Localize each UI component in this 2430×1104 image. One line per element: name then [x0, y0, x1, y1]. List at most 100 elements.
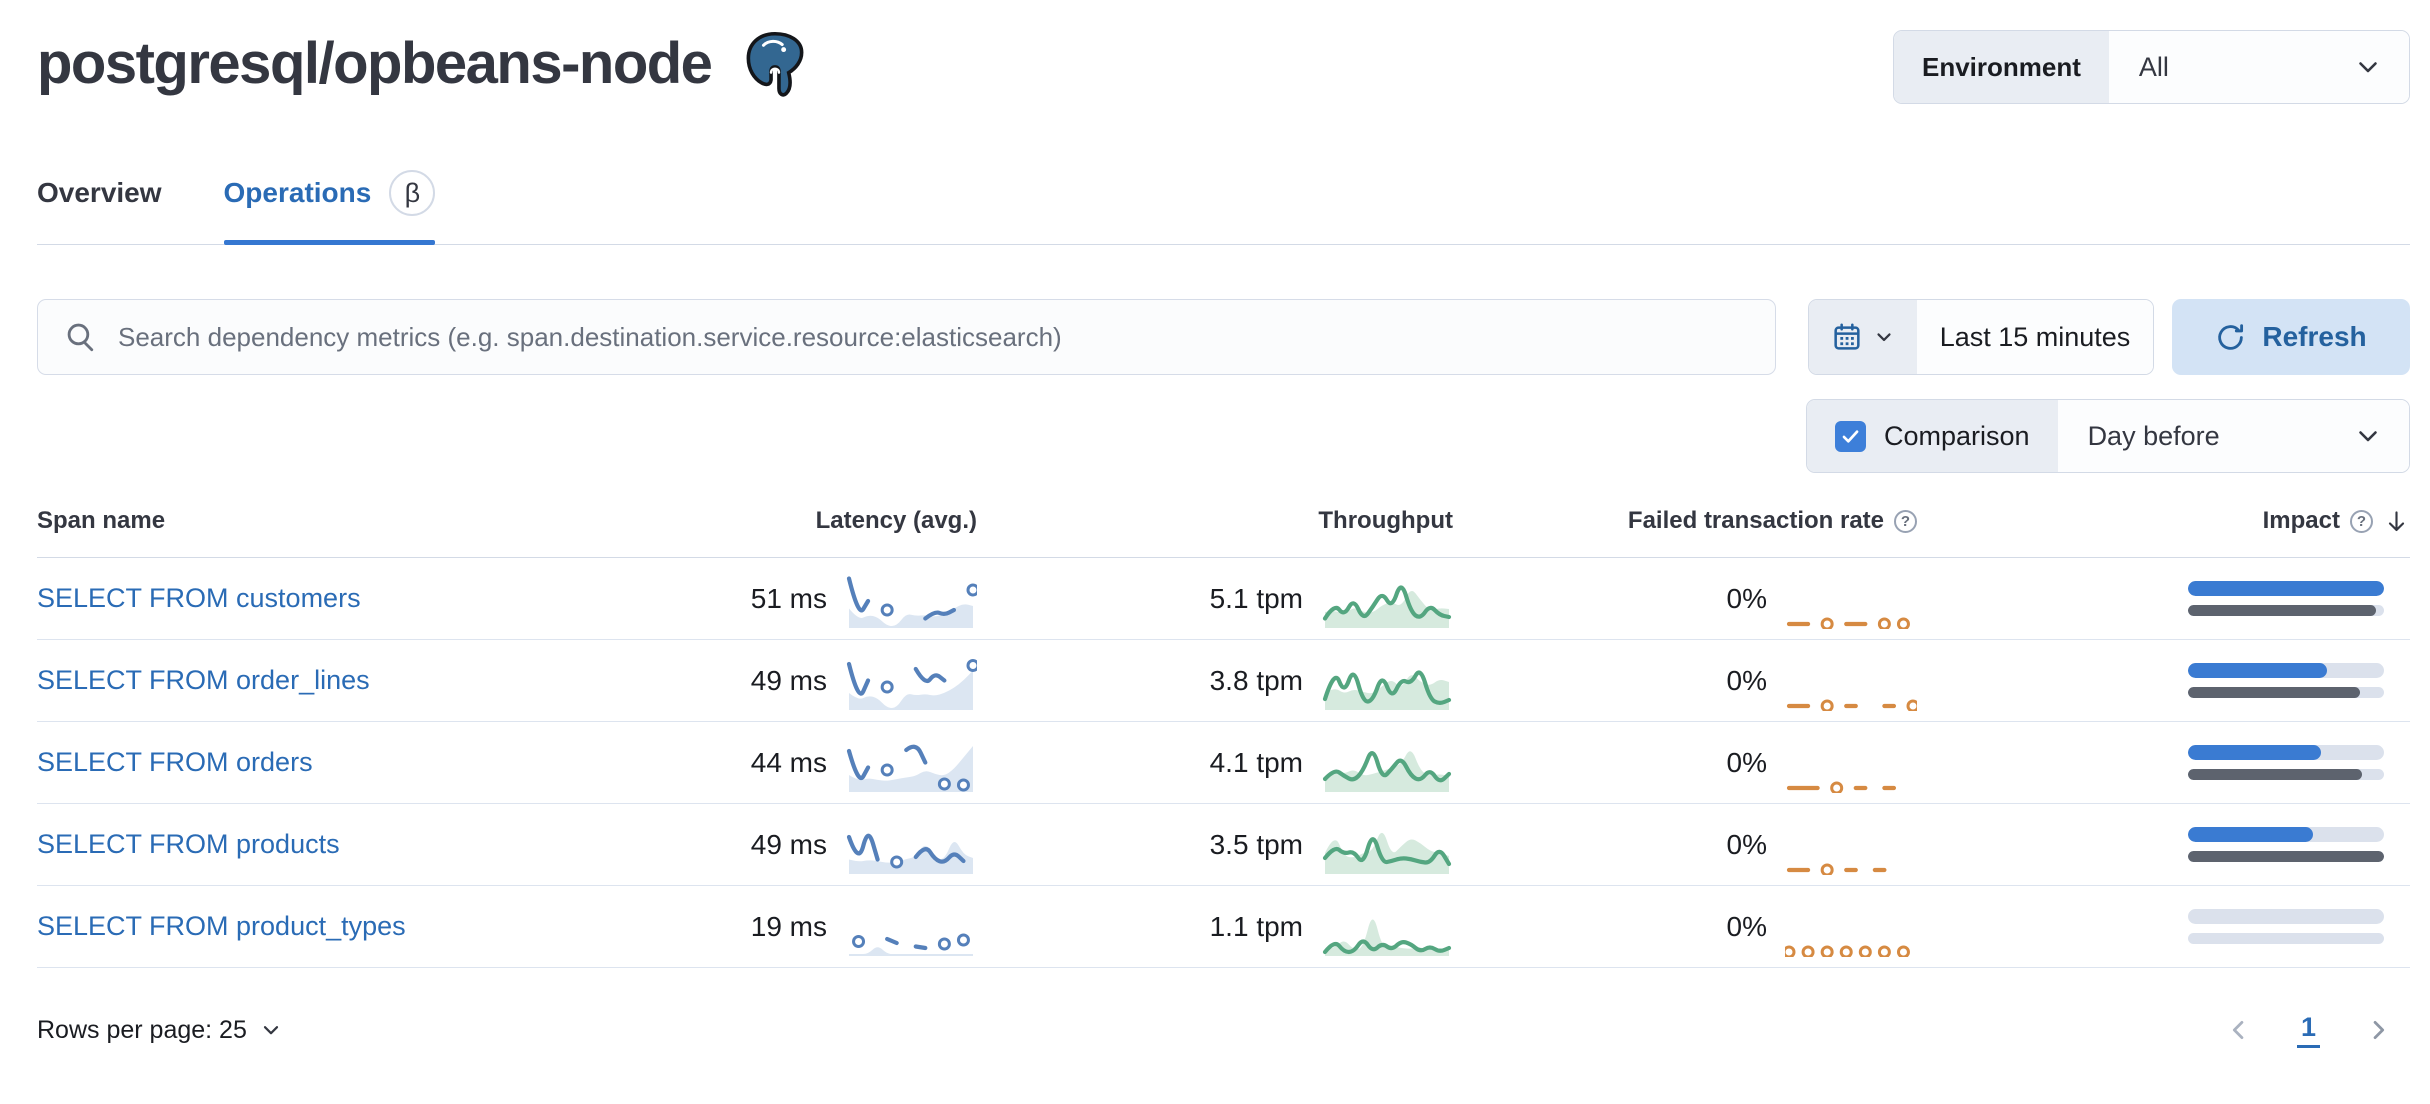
tab-overview[interactable]: Overview: [37, 177, 162, 208]
latency-value-cell: 44 ms: [597, 733, 977, 793]
impact-bar-previous: [2188, 933, 2384, 944]
refresh-icon: [2215, 322, 2246, 353]
throughput-sparkline: [1322, 750, 1452, 792]
help-icon: ?: [2350, 509, 2373, 533]
throughput-value: 4.1 tpm: [1209, 746, 1303, 778]
column-header-span-name[interactable]: Span name: [37, 507, 166, 534]
throughput-sparkline: [1322, 584, 1452, 628]
apm-dependency-page: postgresql/opbeans-node Environment All: [0, 28, 2430, 1048]
calendar-icon: [1831, 321, 1863, 353]
latency-value-cell: 49 ms: [597, 815, 977, 875]
table-row: SELECT FROM products 49 ms 3.5 tpm 0%: [37, 804, 2410, 886]
comparison-toggle[interactable]: Comparison: [1807, 400, 2058, 472]
span-name-link[interactable]: SELECT FROM product_types: [37, 911, 406, 941]
latency-value: 19 ms: [750, 910, 827, 942]
page-title: postgresql/opbeans-node: [37, 28, 811, 100]
latency-sparkline: [846, 658, 977, 710]
comparison-row: Comparison Day before: [37, 399, 2410, 473]
comparison-checkbox[interactable]: [1835, 420, 1866, 452]
impact-bar-current-fill: [2188, 827, 2314, 842]
failed-rate-sparkline: [1786, 781, 1897, 793]
failed-rate-value-cell: 0%: [1453, 651, 1917, 711]
impact-cell: [1917, 581, 2410, 616]
failed-rate-value: 0%: [1726, 582, 1767, 614]
environment-select[interactable]: Environment All: [1893, 30, 2410, 104]
rows-per-page-button[interactable]: Rows per page: 25: [37, 1016, 283, 1045]
latency-value: 49 ms: [750, 664, 827, 696]
help-icon: ?: [1894, 509, 1917, 533]
table-row: SELECT FROM customers 51 ms 5.1 tpm 0%: [37, 558, 2410, 640]
failed-rate-value: 0%: [1726, 664, 1767, 696]
tab-bar: Overview Operations β: [37, 170, 2410, 245]
throughput-value: 3.5 tpm: [1209, 828, 1303, 860]
throughput-value: 3.8 tpm: [1209, 664, 1303, 696]
span-name-cell: SELECT FROM orders: [37, 747, 597, 778]
latency-value-cell: 51 ms: [597, 569, 977, 629]
impact-bars: [2188, 663, 2384, 698]
operations-table: Span name Latency (avg.) Throughput Fail…: [37, 507, 2410, 968]
search-input[interactable]: [118, 321, 1749, 353]
failed-rate-sparkline: [1786, 699, 1917, 711]
table-row: SELECT FROM orders 44 ms 4.1 tpm 0%: [37, 722, 2410, 804]
throughput-value: 1.1 tpm: [1209, 910, 1303, 942]
page-header: postgresql/opbeans-node Environment All: [37, 28, 2410, 108]
table-row: SELECT FROM product_types 19 ms 1.1 tpm 0%: [37, 886, 2410, 968]
impact-bars: [2188, 909, 2384, 944]
table-body: SELECT FROM customers 51 ms 5.1 tpm 0% SELEC…: [37, 558, 2410, 968]
chevron-down-icon: [2353, 52, 2383, 82]
comparison-select[interactable]: Day before: [2057, 400, 2409, 472]
span-name-link[interactable]: SELECT FROM products: [37, 829, 340, 859]
impact-cell: [1917, 663, 2410, 698]
table-header: Span name Latency (avg.) Throughput Fail…: [37, 507, 2410, 558]
failed-rate-value-cell: 0%: [1453, 733, 1917, 793]
failed-rate-value: 0%: [1726, 746, 1767, 778]
throughput-sparkline: [1322, 919, 1452, 956]
failed-rate-value-cell: 0%: [1453, 815, 1917, 875]
span-name-link[interactable]: SELECT FROM customers: [37, 583, 361, 613]
date-picker[interactable]: Last 15 minutes: [1808, 299, 2154, 375]
latency-value: 51 ms: [750, 582, 827, 614]
column-header-impact[interactable]: Impact ?: [1917, 507, 2410, 535]
date-picker-quick-menu[interactable]: [1809, 300, 1917, 374]
impact-bar-current-fill: [2188, 581, 2384, 596]
previous-page-button[interactable]: [2225, 1016, 2253, 1044]
latency-value: 44 ms: [750, 746, 827, 778]
beta-badge: β: [389, 170, 436, 216]
time-range-value[interactable]: Last 15 minutes: [1917, 300, 2153, 374]
search-icon: [64, 320, 98, 354]
table-footer: Rows per page: 25 1: [37, 1012, 2410, 1048]
impact-cell: [1917, 909, 2410, 944]
span-name-link[interactable]: SELECT FROM orders: [37, 747, 313, 777]
latency-value-cell: 19 ms: [597, 897, 977, 957]
throughput-value-cell: 5.1 tpm: [977, 569, 1453, 629]
next-page-button[interactable]: [2364, 1016, 2392, 1044]
search-box: [37, 299, 1776, 375]
throughput-value: 5.1 tpm: [1209, 582, 1303, 614]
throughput-sparkline: [1322, 832, 1452, 874]
refresh-button[interactable]: Refresh: [2172, 299, 2410, 375]
throughput-value-cell: 4.1 tpm: [977, 733, 1453, 793]
latency-sparkline: [846, 833, 973, 874]
column-header-failed-rate[interactable]: Failed transaction rate ?: [1453, 507, 1917, 535]
span-name-link[interactable]: SELECT FROM order_lines: [37, 665, 370, 695]
environment-value: All: [2138, 51, 2169, 82]
chevron-down-icon: [1873, 326, 1895, 348]
page-number[interactable]: 1: [2296, 1012, 2320, 1048]
column-header-latency[interactable]: Latency (avg.): [815, 507, 977, 534]
impact-cell: [1917, 827, 2410, 862]
span-name-cell: SELECT FROM product_types: [37, 911, 597, 942]
postgresql-logo-icon: [739, 28, 811, 100]
span-name-cell: SELECT FROM order_lines: [37, 665, 597, 696]
column-header-throughput[interactable]: Throughput: [1318, 507, 1453, 534]
toolbar: Last 15 minutes Refresh: [37, 299, 2410, 375]
table-row: SELECT FROM order_lines 49 ms 3.8 tpm 0%: [37, 640, 2410, 722]
impact-bar-current: [2188, 745, 2384, 760]
failed-rate-sparkline: [1785, 945, 1910, 957]
comparison-control: Comparison Day before: [1806, 399, 2410, 473]
impact-bar-previous-fill: [2188, 851, 2384, 862]
latency-sparkline: [846, 575, 977, 628]
impact-bar-previous-fill: [2188, 769, 2363, 780]
impact-bar-previous: [2188, 687, 2384, 698]
impact-bar-current: [2188, 827, 2384, 842]
tab-operations[interactable]: Operations β: [223, 170, 436, 245]
